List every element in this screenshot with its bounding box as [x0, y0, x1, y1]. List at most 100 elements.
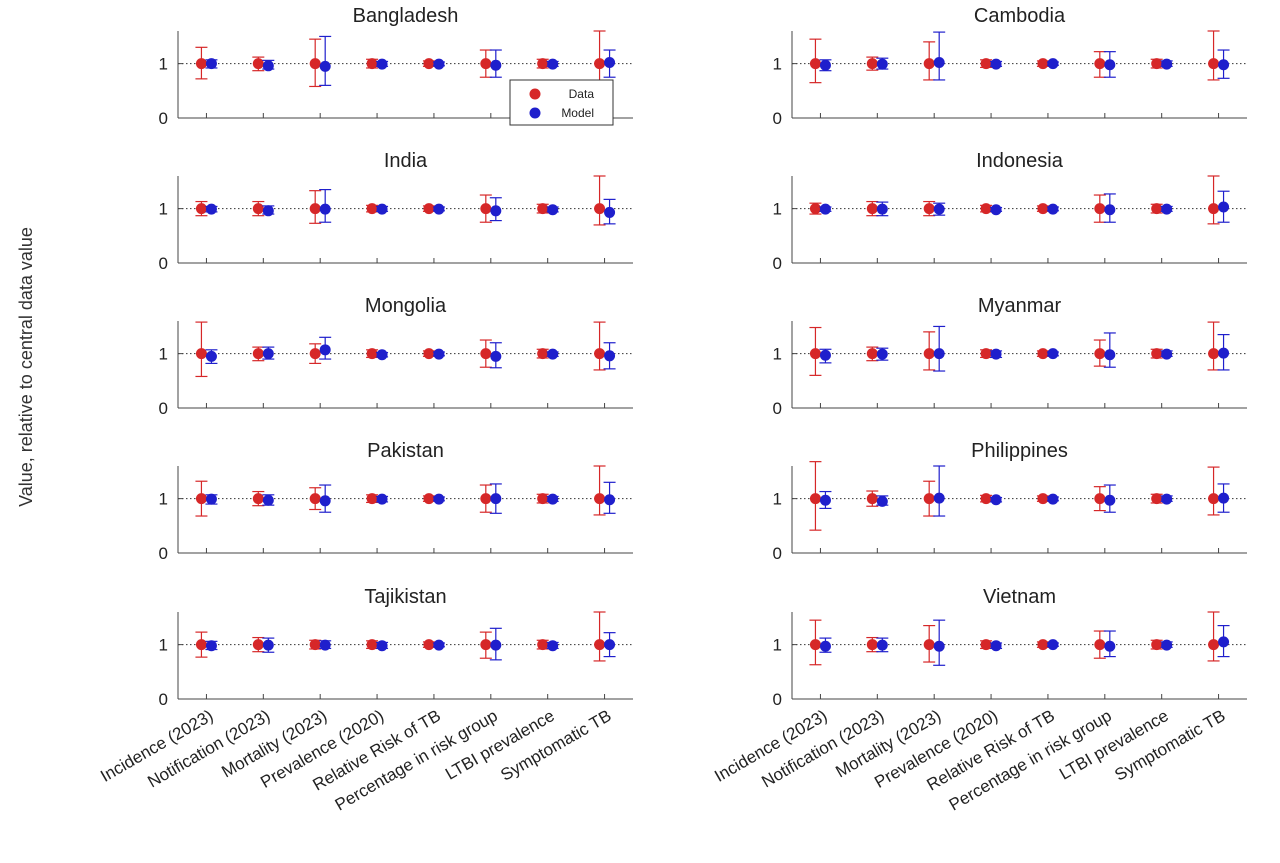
data-marker	[252, 56, 265, 72]
model-marker	[1046, 348, 1059, 360]
model-marker-point	[490, 350, 502, 362]
y-tick-label: 1	[773, 490, 782, 509]
model-marker	[432, 203, 445, 215]
data-marker	[866, 56, 879, 71]
model-marker-point	[990, 348, 1002, 360]
data-marker	[195, 631, 208, 658]
data-marker-point	[1037, 493, 1049, 505]
model-marker-point	[547, 493, 559, 505]
data-marker-point	[594, 493, 606, 505]
model-marker	[489, 627, 502, 661]
legend-swatch-data	[529, 88, 541, 100]
model-marker-point	[1104, 59, 1116, 71]
data-marker-point	[480, 639, 492, 651]
data-marker-point	[309, 58, 321, 70]
data-marker-point	[537, 348, 549, 360]
data-marker-point	[1151, 58, 1163, 70]
data-marker-point	[594, 58, 606, 70]
data-marker-point	[1037, 348, 1049, 360]
data-marker	[923, 331, 936, 371]
data-marker-point	[809, 348, 821, 360]
data-marker	[980, 58, 993, 70]
data-marker-point	[866, 493, 878, 505]
model-marker	[603, 49, 616, 78]
model-marker-point	[205, 493, 217, 505]
model-marker	[1160, 203, 1173, 215]
model-marker	[432, 493, 445, 505]
data-marker-point	[252, 348, 264, 360]
model-marker-point	[1104, 640, 1116, 652]
data-marker-point	[594, 348, 606, 360]
model-marker	[933, 202, 946, 216]
model-marker	[1217, 333, 1230, 371]
model-marker	[262, 637, 275, 653]
data-marker	[479, 484, 492, 513]
y-tick-label: 0	[159, 690, 168, 709]
data-marker-point	[480, 58, 492, 70]
model-marker-point	[990, 494, 1002, 506]
model-marker	[1217, 483, 1230, 513]
model-marker-point	[933, 203, 945, 215]
data-marker-point	[537, 58, 549, 70]
data-marker	[593, 30, 606, 82]
model-marker	[990, 58, 1003, 70]
data-marker	[1093, 194, 1106, 223]
model-marker-point	[547, 348, 559, 360]
model-marker-point	[433, 639, 445, 651]
data-marker	[1093, 486, 1106, 512]
data-marker-point	[1208, 58, 1220, 70]
data-marker-point	[1094, 493, 1106, 505]
model-marker-point	[376, 203, 388, 215]
data-marker-point	[980, 493, 992, 505]
model-marker	[603, 481, 616, 514]
data-marker	[1207, 321, 1220, 371]
data-marker-point	[594, 203, 606, 215]
model-marker	[432, 348, 445, 360]
model-marker-point	[376, 493, 388, 505]
model-marker-point	[819, 349, 831, 361]
model-marker-point	[319, 344, 331, 356]
data-marker	[1150, 493, 1163, 505]
model-marker	[1217, 624, 1230, 658]
model-marker	[1217, 49, 1230, 79]
model-marker-point	[319, 639, 331, 651]
model-marker	[262, 494, 275, 506]
data-marker-point	[1208, 348, 1220, 360]
data-marker	[1093, 339, 1106, 367]
data-marker	[479, 194, 492, 223]
data-marker	[980, 203, 993, 215]
model-marker	[205, 58, 218, 70]
y-tick-label: 0	[159, 254, 168, 273]
model-marker	[1046, 639, 1059, 651]
model-marker-point	[433, 203, 445, 215]
y-tick-label: 1	[159, 200, 168, 219]
model-marker	[319, 188, 332, 223]
data-marker-point	[252, 58, 264, 70]
y-tick-label: 1	[159, 490, 168, 509]
model-marker	[933, 619, 946, 666]
model-marker-point	[547, 640, 559, 652]
data-marker	[1036, 493, 1049, 505]
model-marker	[546, 204, 559, 216]
model-marker-point	[604, 350, 616, 362]
model-marker-point	[1161, 493, 1173, 505]
data-marker	[422, 493, 435, 505]
data-marker	[309, 343, 322, 365]
model-marker-point	[376, 640, 388, 652]
model-marker	[262, 346, 275, 360]
model-marker	[1160, 493, 1173, 505]
data-marker-point	[980, 639, 992, 651]
panel-title: Indonesia	[976, 150, 1064, 172]
data-marker	[1036, 203, 1049, 215]
data-marker-point	[1094, 348, 1106, 360]
model-marker	[489, 49, 502, 78]
data-marker-point	[423, 203, 435, 215]
model-marker-point	[990, 58, 1002, 70]
model-marker-point	[319, 495, 331, 507]
model-marker-point	[490, 493, 502, 505]
model-marker	[376, 349, 389, 361]
data-marker	[1093, 630, 1106, 659]
data-marker-point	[980, 58, 992, 70]
model-marker-point	[1161, 203, 1173, 215]
